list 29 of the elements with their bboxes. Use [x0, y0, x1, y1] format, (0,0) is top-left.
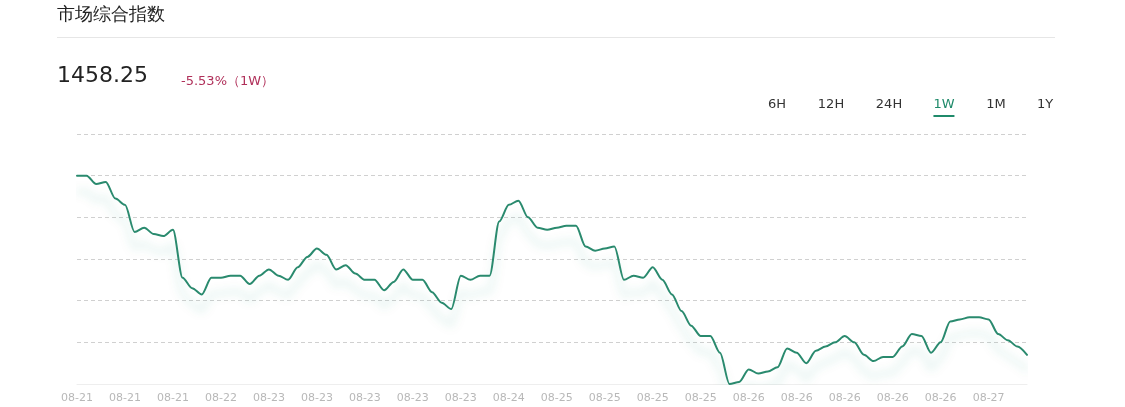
x-tick-label: 08-27: [972, 391, 1005, 404]
x-tick-label: 08-25: [684, 391, 717, 404]
x-tick-label: 08-23: [300, 391, 333, 404]
x-tick-label: 08-25: [540, 391, 573, 404]
text: 1Y: [1036, 96, 1054, 113]
text: 24H: [875, 96, 903, 113]
text: 12H: [817, 96, 845, 113]
x-tick-label: 08-21: [109, 391, 141, 404]
x-tick-label: 08-26: [780, 391, 813, 404]
x-tick-label: 08-23: [252, 391, 285, 404]
x-tick-label: 08-25: [636, 391, 669, 404]
x-tick-label: 08-26: [876, 391, 909, 404]
x-tick-label: 08-23: [348, 391, 381, 404]
x-tick-label: 08-26: [828, 391, 861, 404]
text: -5.53%（1W）: [181, 72, 275, 90]
x-tick-label: 08-25: [588, 391, 621, 404]
text: 1W: [933, 96, 955, 117]
x-tick-label: 08-24: [492, 391, 525, 404]
x-tick-label: 08-21: [61, 391, 93, 404]
x-tick-label: 08-26: [732, 391, 765, 404]
x-tick-label: 08-23: [444, 391, 477, 404]
text: 1458.25: [57, 62, 148, 87]
x-tick-label: 08-26: [924, 391, 957, 404]
text: 6H: [767, 96, 787, 113]
x-tick-label: 08-23: [396, 391, 429, 404]
text: 1M: [986, 96, 1006, 113]
x-tick-label: 08-22: [204, 391, 237, 404]
chart-title: 市场综合指数: [57, 2, 165, 26]
x-tick-label: 08-21: [156, 391, 189, 404]
